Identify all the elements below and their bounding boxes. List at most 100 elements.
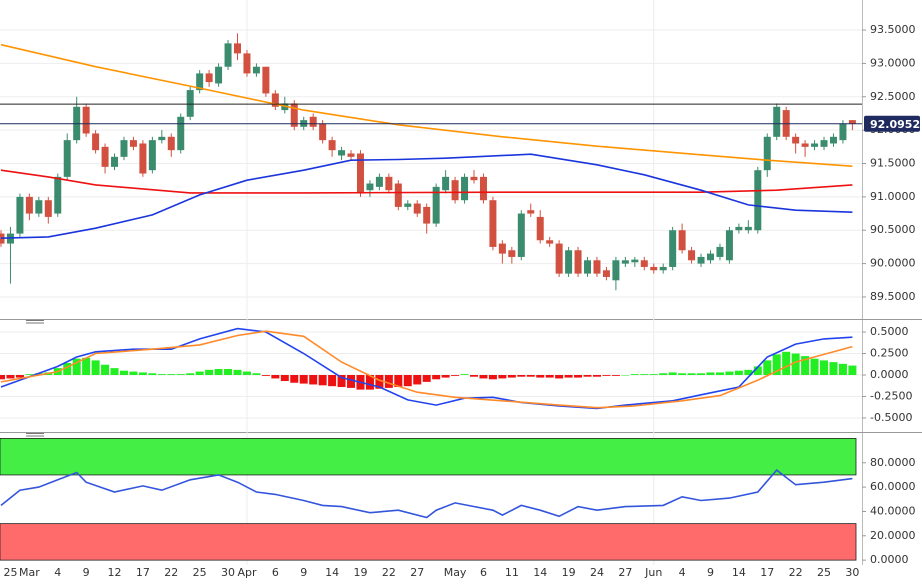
y-tick-label: 91.0000: [870, 190, 916, 203]
panel-handle[interactable]: [26, 433, 44, 437]
candle-body: [801, 143, 809, 147]
x-tick-label: Jun: [644, 566, 662, 579]
histogram-bar: [744, 369, 753, 375]
candle-body: [366, 183, 374, 191]
indicator-line: [0, 43, 853, 167]
x-tick-label: 14: [533, 566, 547, 579]
last-price-box: [864, 115, 920, 132]
x-tick-label: 12: [108, 566, 122, 579]
x-tick-label: 27: [410, 566, 424, 579]
histogram-bar: [375, 375, 384, 389]
candle-body: [725, 230, 733, 261]
histogram-bar: [72, 358, 81, 375]
candle-body: [111, 156, 119, 167]
candle-body: [593, 260, 601, 274]
x-tick-label: 30: [845, 566, 859, 579]
candle-body: [640, 260, 648, 267]
x-tick-label: 11: [505, 566, 519, 579]
zone: [0, 438, 857, 476]
candle-body: [451, 180, 459, 201]
histogram-bar: [725, 371, 734, 375]
histogram-bar: [630, 374, 639, 375]
candle-body: [650, 266, 658, 271]
histogram-bar: [545, 375, 554, 378]
candle-body: [744, 226, 752, 231]
y-tick-label: 90.5000: [870, 223, 916, 236]
y-tick-label: 40.0000: [870, 504, 916, 517]
candle-body: [167, 136, 175, 151]
histogram-bar: [517, 375, 526, 377]
histogram-bar: [441, 375, 450, 378]
candle-body: [234, 43, 241, 54]
indicator-line: [0, 330, 853, 409]
x-tick-label: 22: [789, 566, 803, 579]
zone: [0, 523, 857, 561]
candle-body: [669, 230, 677, 267]
histogram-bar: [507, 375, 516, 378]
candle-body: [139, 143, 147, 174]
histogram-bar: [186, 373, 195, 375]
candle-body: [470, 176, 478, 181]
candle-body: [54, 176, 62, 214]
histogram-bar: [668, 372, 677, 375]
histogram-bar: [299, 375, 308, 384]
candle-body: [479, 176, 487, 201]
candle-body: [356, 153, 364, 194]
y-tick-label: 20.0000: [870, 529, 916, 542]
last-price-label: 92.0952: [870, 118, 920, 131]
histogram-bar: [15, 375, 24, 378]
x-tick-label: 9: [83, 566, 90, 579]
y-tick-label: 89.5000: [870, 290, 916, 303]
y-tick-label: 90.0000: [870, 257, 916, 270]
candle-body: [432, 186, 440, 224]
histogram-bar: [280, 375, 289, 382]
histogram-bar: [119, 370, 128, 375]
candle-body: [716, 246, 724, 257]
indicator-line: [0, 327, 853, 410]
histogram-bar: [706, 372, 715, 375]
candle-body: [735, 226, 743, 231]
candle-body: [612, 260, 620, 281]
histogram-bar: [640, 374, 649, 375]
y-tick-label: 0.5000: [870, 325, 909, 338]
histogram-bar: [479, 375, 488, 379]
x-tick-label: May: [444, 566, 467, 579]
candle-body: [763, 136, 771, 171]
candle-body: [508, 250, 516, 257]
histogram-bar: [791, 353, 800, 375]
x-tick-label: 24: [590, 566, 604, 579]
y-tick-label: -0.5000: [870, 411, 912, 424]
candle-body: [205, 73, 213, 83]
candle-body: [546, 240, 554, 244]
histogram-bar: [753, 366, 762, 375]
x-tick-label: 22: [164, 566, 178, 579]
histogram-bar: [195, 371, 204, 375]
candle-body: [707, 253, 714, 261]
x-tick-label: 27: [618, 566, 632, 579]
panel-handle[interactable]: [26, 320, 44, 324]
candle-body: [243, 53, 251, 74]
x-tick-label: 17: [760, 566, 774, 579]
histogram-bar: [205, 369, 214, 375]
candle-body: [44, 200, 52, 217]
histogram-bar: [34, 373, 43, 375]
candle-body: [461, 176, 469, 201]
histogram-bar: [148, 373, 157, 375]
indicator-line: [0, 153, 853, 239]
histogram-bar: [564, 375, 573, 378]
histogram-bar: [261, 375, 270, 376]
candle-body: [92, 133, 100, 151]
histogram-bar: [309, 375, 318, 385]
candle-body: [442, 176, 450, 191]
y-tick-label: 93.0000: [870, 56, 916, 69]
candle-body: [186, 90, 194, 117]
histogram-bar: [252, 373, 261, 375]
histogram-bar: [422, 375, 431, 382]
candle-body: [848, 120, 856, 124]
candle-body: [385, 176, 393, 191]
histogram-bar: [63, 362, 72, 375]
x-tick-label: 9: [300, 566, 307, 579]
candle-body: [404, 203, 412, 207]
